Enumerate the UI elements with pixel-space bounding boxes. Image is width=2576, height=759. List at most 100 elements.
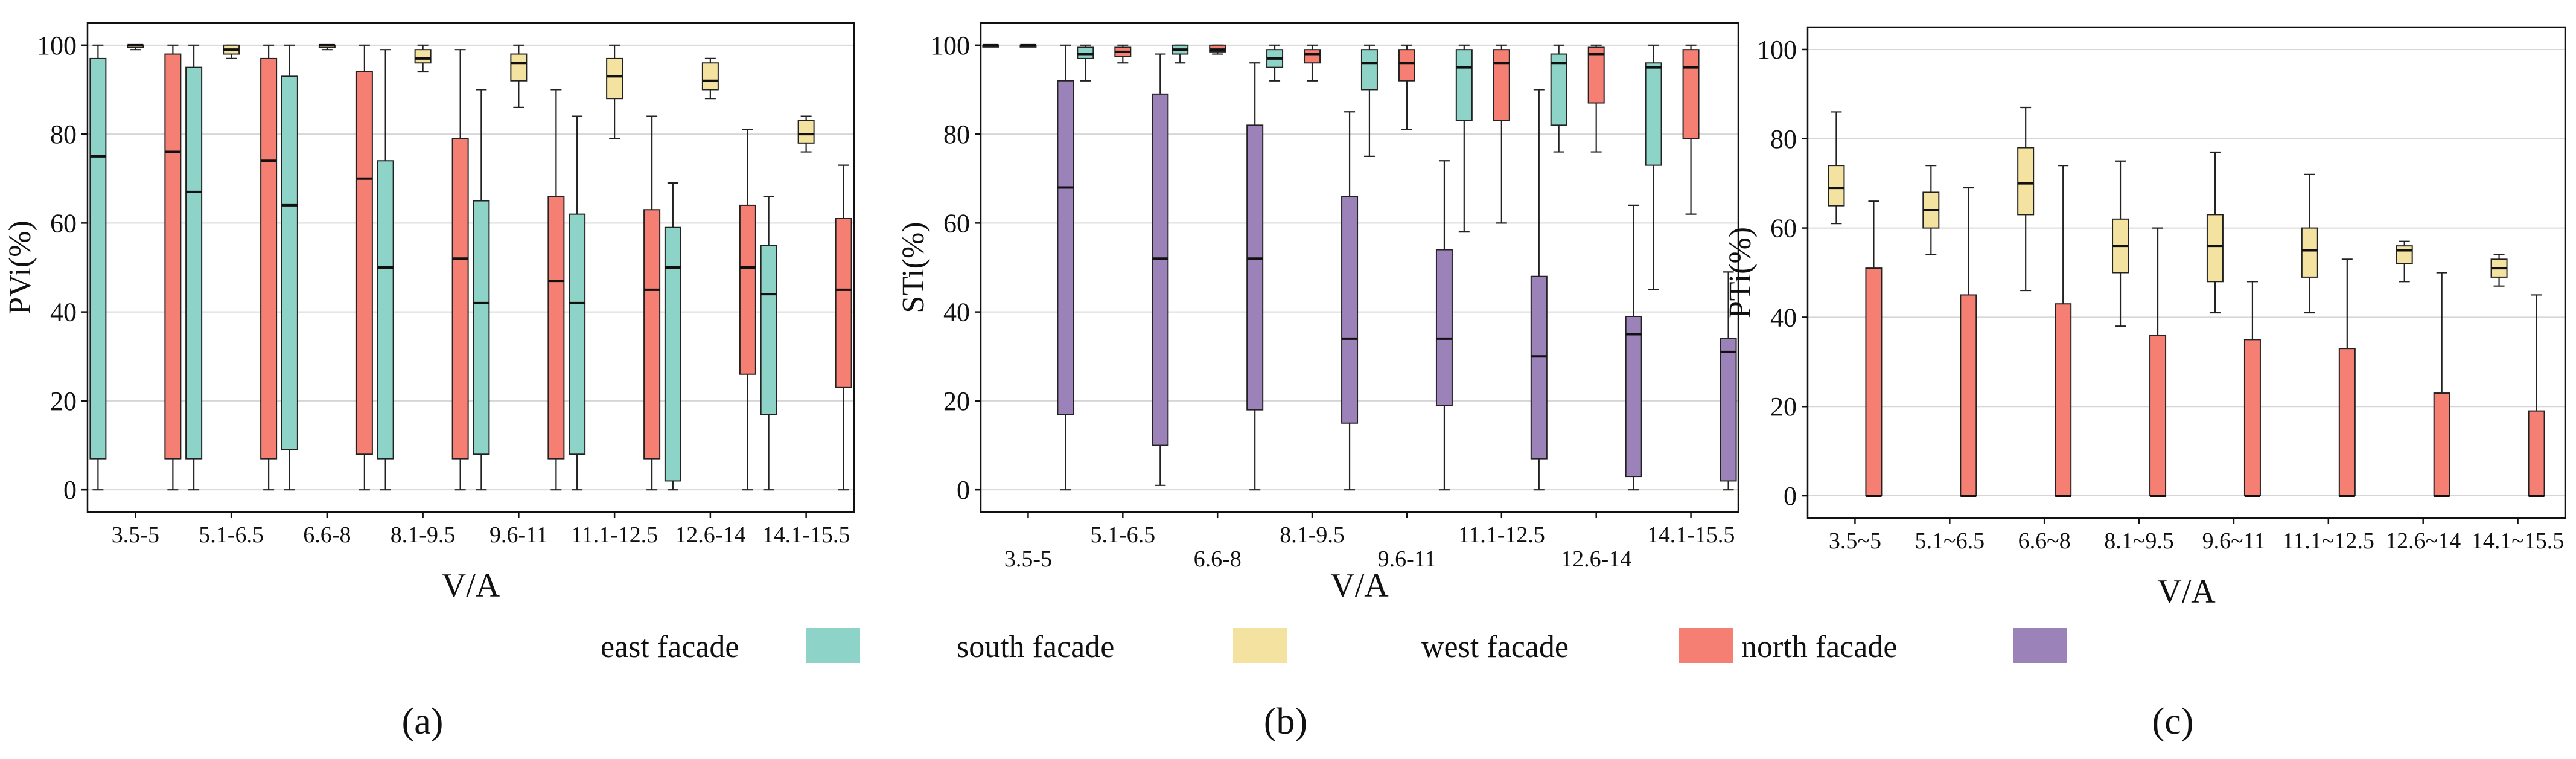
x-tick-label: 8.1-9.5 (1280, 522, 1345, 548)
box-west-3 (2055, 165, 2072, 498)
box-west-5 (547, 89, 565, 491)
box-body (1057, 80, 1074, 415)
y-tick-label: 40 (1770, 303, 1797, 332)
box-north-2 (1152, 53, 1169, 486)
box-west-1 (164, 44, 182, 491)
box-body (2055, 303, 2072, 497)
legend-label: north facade (1741, 630, 1897, 664)
box-north-8 (1720, 271, 1737, 491)
box-west-5 (1398, 44, 1415, 130)
box-west-7 (1587, 44, 1605, 153)
legend-swatch (806, 628, 860, 663)
y-tick-label: 100 (930, 31, 970, 60)
box-body (569, 213, 586, 455)
legend-item-west: west facade (1421, 628, 1733, 664)
box-west-3 (355, 44, 373, 491)
legend-swatch (2013, 628, 2067, 663)
y-axis-title: PVi(%) (3, 220, 37, 315)
legend-item-east: east facade (601, 628, 860, 664)
box-body (1960, 294, 1977, 497)
box-south-4 (2112, 160, 2129, 327)
box-south-1 (127, 43, 144, 51)
x-tick-label: 11.1~12.5 (2283, 528, 2374, 554)
y-tick-label: 100 (1757, 35, 1797, 65)
box-south-7 (2396, 240, 2413, 283)
box-body (2301, 227, 2318, 278)
x-tick-label: 11.1-12.5 (571, 522, 658, 548)
box-west-4 (2149, 227, 2167, 498)
box-body (1682, 49, 1700, 139)
y-tick-label: 0 (1784, 481, 1797, 511)
box-west-7 (739, 129, 756, 491)
box-east-8 (1645, 44, 1662, 290)
box-body (1455, 49, 1473, 121)
box-body (1246, 124, 1264, 411)
y-tick-label: 0 (63, 475, 77, 505)
box-body (1360, 49, 1378, 91)
box-body (1398, 49, 1415, 82)
legend: east facade south facade west facade north … (601, 628, 2067, 664)
x-tick-label: 11.1-12.5 (1458, 522, 1545, 548)
box-north-3 (1246, 62, 1264, 491)
box-body (377, 160, 394, 460)
box-east-4 (1266, 44, 1284, 82)
box-body (2396, 245, 2413, 264)
box-south-7 (701, 57, 719, 100)
y-tick-label: 0 (957, 475, 970, 505)
legend-label: east facade (601, 630, 739, 664)
box-west-7 (2433, 272, 2450, 498)
box-east-7 (664, 182, 681, 491)
box-body (701, 62, 719, 91)
legend-label: south facade (957, 630, 1114, 664)
box-south-4 (414, 44, 432, 73)
box-body (664, 226, 681, 482)
x-tick-label: 9.6~11 (2202, 528, 2266, 554)
box-body (760, 245, 777, 415)
x-tick-label: 3.5-5 (1004, 546, 1052, 572)
box-body (2338, 348, 2356, 497)
box-body (451, 138, 469, 460)
box-south-6 (2301, 173, 2318, 314)
box-body (355, 71, 373, 455)
box-south-1 (1828, 111, 1845, 225)
box-body (739, 204, 756, 375)
panel-label: (b) (1264, 701, 1307, 742)
y-tick-label: 20 (1770, 392, 1797, 421)
box-east-5 (1360, 44, 1378, 158)
box-west-6 (643, 115, 661, 491)
y-tick-label: 80 (1770, 124, 1797, 154)
box-body (473, 200, 490, 455)
box-west-4 (1304, 44, 1321, 82)
box-body (414, 49, 432, 64)
x-tick-label: 8.1~9.5 (2104, 528, 2174, 554)
x-tick-label: 5.1-6.5 (1090, 522, 1155, 548)
box-west-4 (451, 49, 469, 491)
x-tick-label: 6.6-8 (1194, 546, 1242, 572)
panel-label: (a) (402, 701, 444, 742)
box-west-6 (1493, 44, 1510, 224)
box-south-2 (1922, 165, 1940, 256)
box-west-2 (1114, 44, 1132, 64)
box-body (1720, 338, 1737, 482)
x-tick-label: 8.1-9.5 (391, 522, 456, 548)
x-axis-title: V/A (2157, 573, 2216, 610)
box-west-5 (2243, 281, 2261, 498)
plot-frame (86, 22, 855, 513)
box-body (835, 218, 852, 388)
box-north-5 (1435, 160, 1453, 491)
box-east-1 (982, 43, 999, 48)
x-tick-label: 14.1~15.5 (2472, 528, 2565, 554)
box-south-3 (318, 43, 336, 51)
y-tick-label: 60 (1770, 214, 1797, 243)
y-tick-label: 40 (50, 298, 77, 327)
box-body (1304, 49, 1321, 64)
box-south-3 (2017, 106, 2035, 292)
y-tick-label: 80 (943, 120, 970, 149)
panel-label: (c) (2152, 701, 2194, 742)
box-body (1625, 316, 1642, 478)
box-body (1493, 49, 1510, 121)
plot-frame (980, 22, 1739, 513)
box-body (2433, 392, 2450, 497)
legend-label: west facade (1421, 630, 1569, 664)
x-tick-label: 14.1-15.5 (1647, 522, 1735, 548)
